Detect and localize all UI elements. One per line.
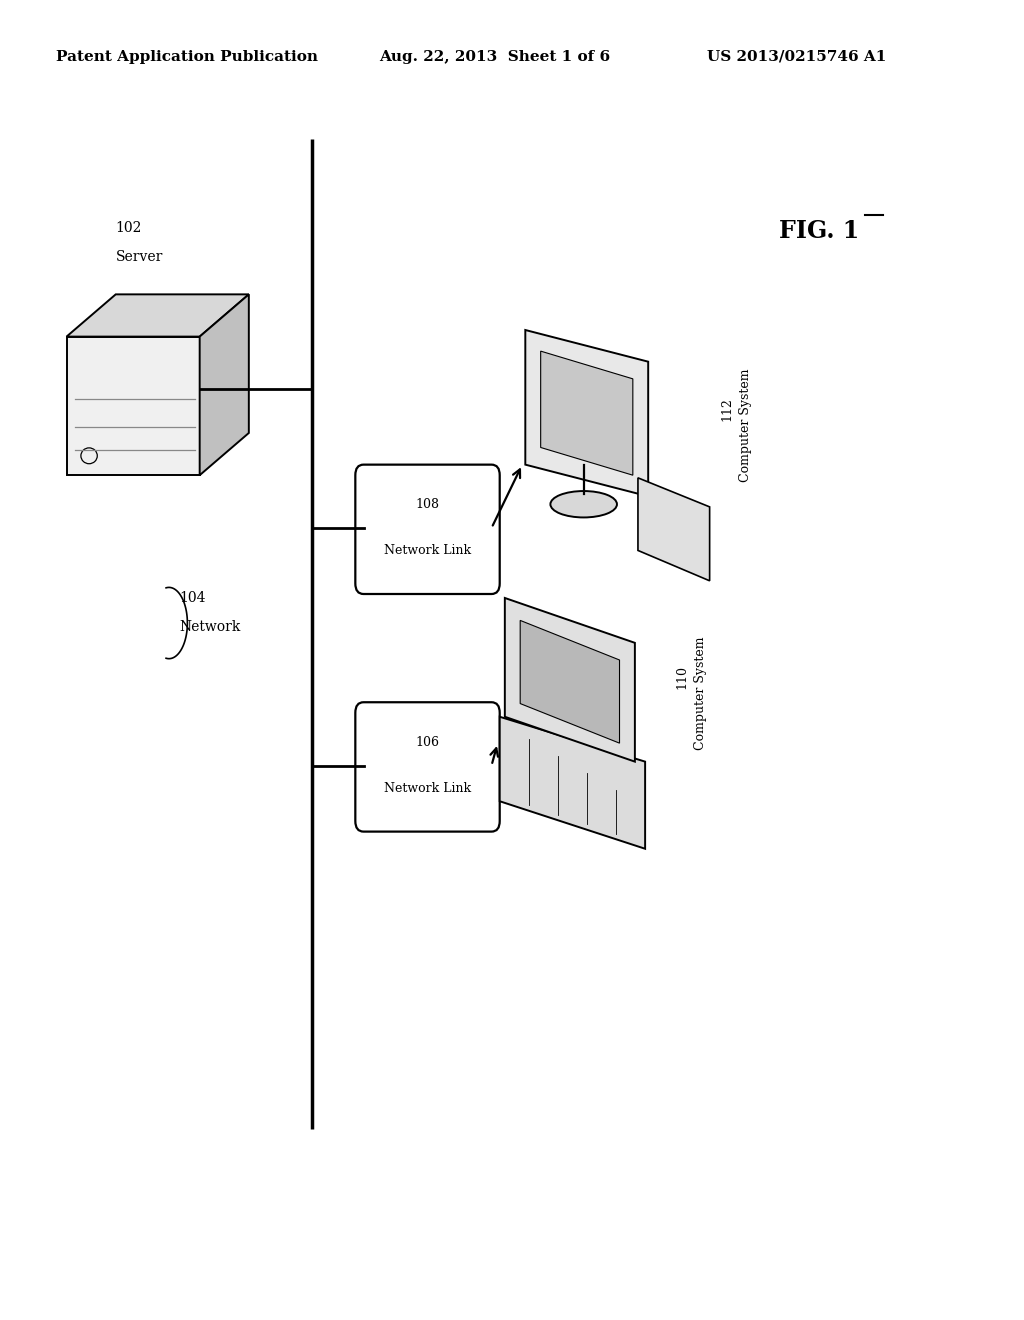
- Polygon shape: [200, 294, 249, 475]
- Polygon shape: [500, 717, 645, 849]
- Text: 108: 108: [416, 498, 439, 511]
- Ellipse shape: [551, 491, 616, 517]
- Text: Computer System: Computer System: [694, 636, 707, 750]
- Polygon shape: [67, 337, 200, 475]
- Polygon shape: [505, 598, 635, 762]
- Polygon shape: [525, 330, 648, 496]
- Polygon shape: [67, 294, 249, 337]
- Text: Network Link: Network Link: [384, 781, 471, 795]
- Text: 104: 104: [179, 591, 206, 605]
- Text: 106: 106: [416, 735, 439, 748]
- Text: 110: 110: [676, 665, 688, 689]
- Text: Patent Application Publication: Patent Application Publication: [56, 50, 318, 63]
- Text: FIG. 1: FIG. 1: [779, 219, 859, 243]
- Text: 102: 102: [116, 222, 142, 235]
- Text: US 2013/0215746 A1: US 2013/0215746 A1: [707, 50, 886, 63]
- FancyBboxPatch shape: [355, 465, 500, 594]
- Polygon shape: [541, 351, 633, 475]
- Text: Network Link: Network Link: [384, 544, 471, 557]
- Polygon shape: [638, 478, 710, 581]
- Text: Computer System: Computer System: [739, 368, 752, 482]
- Text: 112: 112: [721, 397, 733, 421]
- Polygon shape: [520, 620, 620, 743]
- Text: Aug. 22, 2013  Sheet 1 of 6: Aug. 22, 2013 Sheet 1 of 6: [379, 50, 610, 63]
- FancyBboxPatch shape: [355, 702, 500, 832]
- Text: Server: Server: [116, 251, 163, 264]
- Text: Network: Network: [179, 620, 241, 634]
